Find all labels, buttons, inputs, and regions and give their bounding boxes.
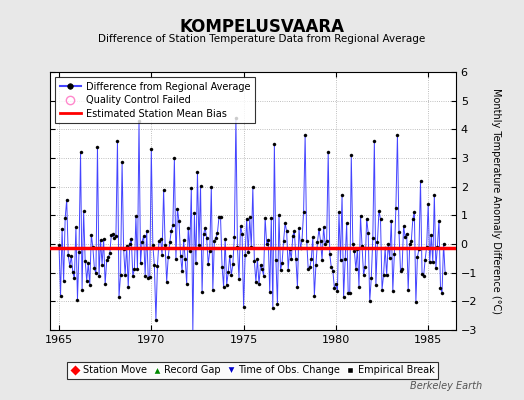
Y-axis label: Monthly Temperature Anomaly Difference (°C): Monthly Temperature Anomaly Difference (…	[491, 88, 501, 314]
Text: Berkeley Earth: Berkeley Earth	[410, 381, 482, 391]
Legend: Station Move, Record Gap, Time of Obs. Change, Empirical Break: Station Move, Record Gap, Time of Obs. C…	[67, 362, 439, 379]
Text: KOMPELUSVAARA: KOMPELUSVAARA	[180, 18, 344, 36]
Text: Difference of Station Temperature Data from Regional Average: Difference of Station Temperature Data f…	[99, 34, 425, 44]
